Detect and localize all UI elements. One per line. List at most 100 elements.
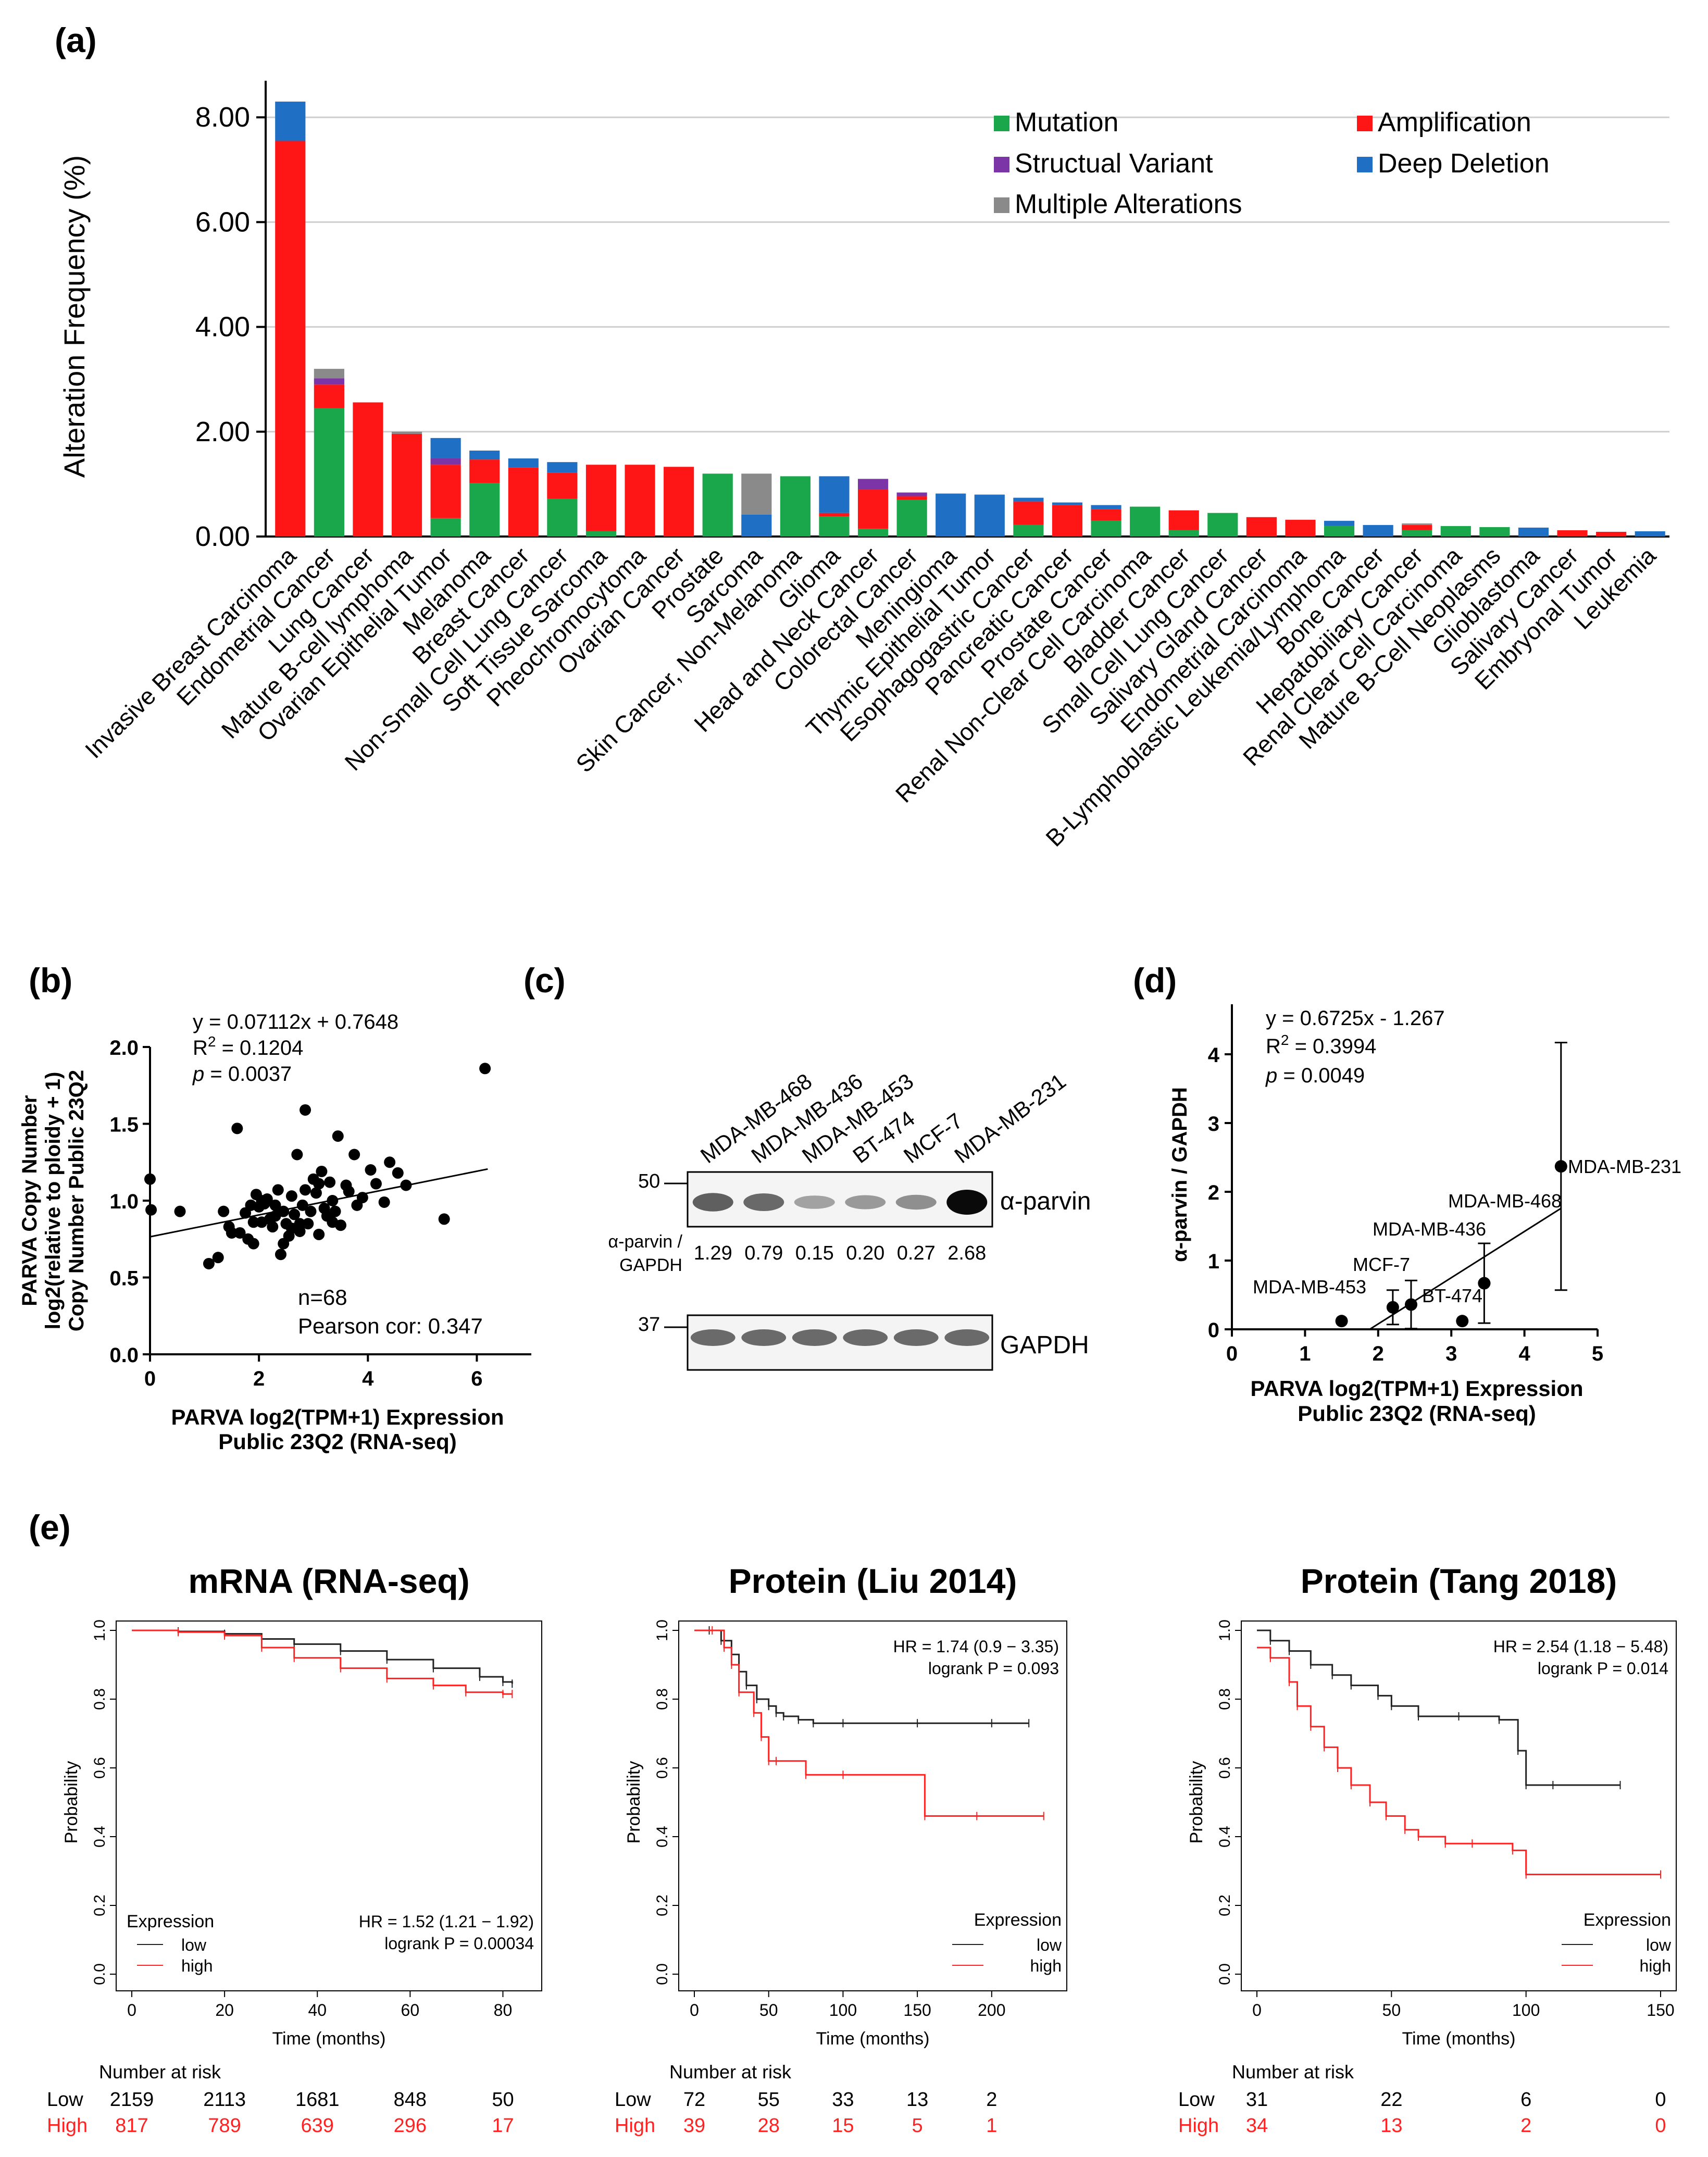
risk-title: Number at risk [1232, 2061, 1354, 2083]
legend-title: Expression [974, 1910, 1062, 1930]
bar-amplification [857, 489, 889, 529]
point-label: MDA-MB-436 [1373, 1218, 1486, 1240]
survival-curve-low [1257, 1629, 1620, 1786]
risk-low-label: Low [1178, 2089, 1215, 2111]
bar-mutation [585, 531, 617, 537]
hazard-ratio: HR = 1.74 (0.9 − 3.35) [893, 1637, 1059, 1656]
km-plot-tang: Protein (Tang 2018) 0.0 0.2 0.4 0.6 0.8 1.0 0 50… [1178, 1562, 1677, 2137]
data-point [278, 1205, 290, 1217]
y-tick-label: 0.8 [1216, 1688, 1233, 1710]
x-tick-label: 2 [1373, 1342, 1384, 1365]
y-tick-label: 1.0 [1216, 1619, 1233, 1641]
y-tick-label: 0 [1208, 1319, 1219, 1342]
risk-high-count: 34 [1246, 2115, 1268, 2137]
y-tick-label: 8.00 [195, 102, 250, 133]
y-tick-label: 0.0 [654, 1963, 671, 1985]
data-point [247, 1216, 259, 1228]
y-tick-label: 3 [1208, 1113, 1219, 1136]
data-point [400, 1179, 412, 1191]
hazard-ratio: HR = 1.52 (1.21 − 1.92) [359, 1912, 534, 1931]
bar-deep_deletion [275, 102, 306, 141]
x-tick-label: 50 [759, 2001, 778, 2019]
legend-label-structural: Structual Variant [1015, 148, 1213, 179]
equation-label: y = 0.6725x - 1.267 [1266, 1007, 1445, 1030]
bar-mutation [1324, 526, 1355, 537]
data-point [305, 1205, 317, 1217]
legend-swatch-amplification [1357, 116, 1373, 131]
bar-mutation [702, 473, 733, 537]
risk-title: Number at risk [669, 2061, 792, 2083]
legend-swatch-multiple [994, 197, 1009, 213]
r2-label: R2 = 0.3994 [1266, 1032, 1376, 1058]
point-label: MCF-7 [1353, 1254, 1410, 1275]
risk-high-label: High [47, 2115, 88, 2137]
bar-amplification [1168, 510, 1199, 530]
risk-high-count: 13 [1380, 2115, 1402, 2137]
y-axis-label: α-parvin / GAPDH [1168, 1087, 1191, 1262]
plot-frame [116, 1620, 542, 1991]
bar-structural [314, 378, 344, 385]
alteration-frequency-chart: 0.00 2.00 4.00 6.00 8.00 Alteration Frequency… [58, 81, 1669, 852]
data-point [348, 1149, 360, 1161]
y-tick-label: 2 [1208, 1181, 1219, 1204]
panel-label-c: (c) [523, 961, 566, 1000]
gapdh-band [843, 1329, 888, 1346]
bar-multiple [314, 369, 344, 379]
data-point [296, 1199, 308, 1211]
bar-amplification [664, 467, 694, 537]
x-tick-label: 60 [401, 2001, 420, 2019]
panel-label-e: (e) [29, 1508, 71, 1547]
bar-amplification [430, 465, 461, 518]
x-tick-label: 100 [1512, 2001, 1540, 2019]
data-point [300, 1104, 311, 1116]
bar-deep_deletion [1052, 502, 1083, 505]
bar-amplification [585, 465, 617, 531]
data-point [1335, 1315, 1348, 1328]
data-point [226, 1227, 238, 1239]
x-tick-label: 0 [1226, 1342, 1238, 1365]
legend-label-mutation: Mutation [1015, 107, 1118, 138]
risk-high-count: 1 [986, 2115, 997, 2137]
bar-amplification [1596, 531, 1627, 537]
bar-mutation [1130, 506, 1161, 537]
y-tick-label: 1.0 [654, 1619, 671, 1641]
y-tick-label: 0.2 [91, 1894, 108, 1916]
y-tick-label: 0.2 [1216, 1894, 1233, 1916]
data-point [332, 1130, 344, 1142]
risk-high-count: 5 [912, 2115, 923, 2137]
data-point [289, 1208, 301, 1220]
y-tick-label: 0.6 [1216, 1757, 1233, 1779]
p-value-label: p = 0.0049 [1265, 1064, 1365, 1087]
alpha-parvin-label: α-parvin [1000, 1188, 1091, 1215]
bar-amplification [819, 513, 850, 517]
logrank-p: logrank P = 0.014 [1538, 1659, 1668, 1678]
y-tick-label: 0.0 [1216, 1963, 1233, 1985]
y-tick-label: 0.4 [1216, 1826, 1233, 1848]
legend-high: high [181, 1956, 213, 1975]
x-tick-label: 4 [1518, 1342, 1530, 1365]
fit-line [149, 1168, 488, 1238]
legend-label-amplification: Amplification [1378, 107, 1531, 138]
x-tick-label: 0 [1252, 2001, 1262, 2019]
band [743, 1193, 784, 1211]
gapdh-band [893, 1329, 939, 1346]
risk-low-count: 2113 [203, 2089, 246, 2111]
bar-deep_deletion [1091, 505, 1121, 509]
legend-title: Expression [1584, 1910, 1671, 1930]
survival-curve-low [132, 1629, 513, 1684]
data-point [356, 1192, 368, 1204]
risk-low-count: 22 [1380, 2089, 1402, 2111]
x-tick-label: 20 [215, 2001, 234, 2019]
risk-low-count: 31 [1246, 2089, 1268, 2111]
band [895, 1194, 937, 1210]
x-tick-label: 150 [903, 2001, 931, 2019]
y-tick-label: 1.0 [91, 1619, 108, 1641]
data-point [145, 1204, 157, 1216]
p-value-label: p = 0.0037 [192, 1063, 292, 1086]
x-tick-label: 0 [127, 2001, 136, 2019]
western-blot: MDA-MB-468MDA-MB-436MDA-MB-453BT-474MCF-… [608, 1069, 1091, 1371]
data-point [1554, 1160, 1567, 1173]
logrank-p: logrank P = 0.093 [928, 1659, 1059, 1678]
gapdh-label: GAPDH [1000, 1331, 1089, 1359]
bar-mutation [547, 498, 578, 537]
